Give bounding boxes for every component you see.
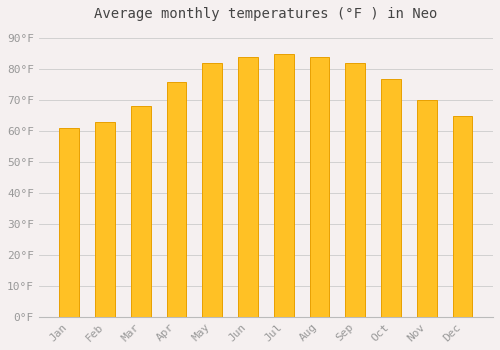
Bar (238, 57, 258, 317)
Bar (60, 128, 79, 317)
Bar (452, 116, 472, 317)
Bar (166, 82, 186, 317)
Title: Average monthly temperatures (°F ) in Neo: Average monthly temperatures (°F ) in Ne… (94, 7, 438, 21)
Bar (381, 78, 401, 317)
Bar (310, 57, 330, 317)
Bar (346, 63, 365, 317)
Bar (95, 122, 115, 317)
Bar (202, 63, 222, 317)
Bar (131, 106, 150, 317)
Bar (274, 54, 293, 317)
Bar (417, 100, 436, 317)
